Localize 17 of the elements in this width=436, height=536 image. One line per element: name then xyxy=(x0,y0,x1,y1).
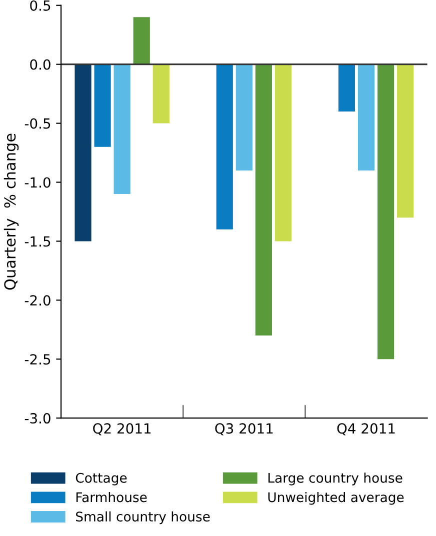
y-axis-title: Quarterly % change xyxy=(4,134,19,290)
y-tick-label: -1.0 xyxy=(24,177,50,188)
y-tick-label: 0.5 xyxy=(30,0,50,11)
y-tick-label: -2.5 xyxy=(24,354,50,365)
x-tick-label: Q2 2011 xyxy=(93,423,151,436)
y-tick-label: -1.5 xyxy=(24,236,50,247)
legend-label: Small country house xyxy=(76,511,210,524)
legend-label: Farmhouse xyxy=(76,492,147,502)
y-tick-label: -2.0 xyxy=(24,295,50,306)
legend-label: Unweighted average xyxy=(268,492,404,505)
x-tick-label: Q4 2011 xyxy=(337,423,395,436)
legend-label: Cottage xyxy=(76,472,127,486)
y-tick-label: -0.5 xyxy=(24,118,50,129)
y-tick-label: -3.0 xyxy=(24,413,50,424)
legend-label: Large country house xyxy=(268,472,402,486)
y-tick-label: 0.0 xyxy=(30,59,50,70)
x-tick-label: Q3 2011 xyxy=(215,423,273,436)
